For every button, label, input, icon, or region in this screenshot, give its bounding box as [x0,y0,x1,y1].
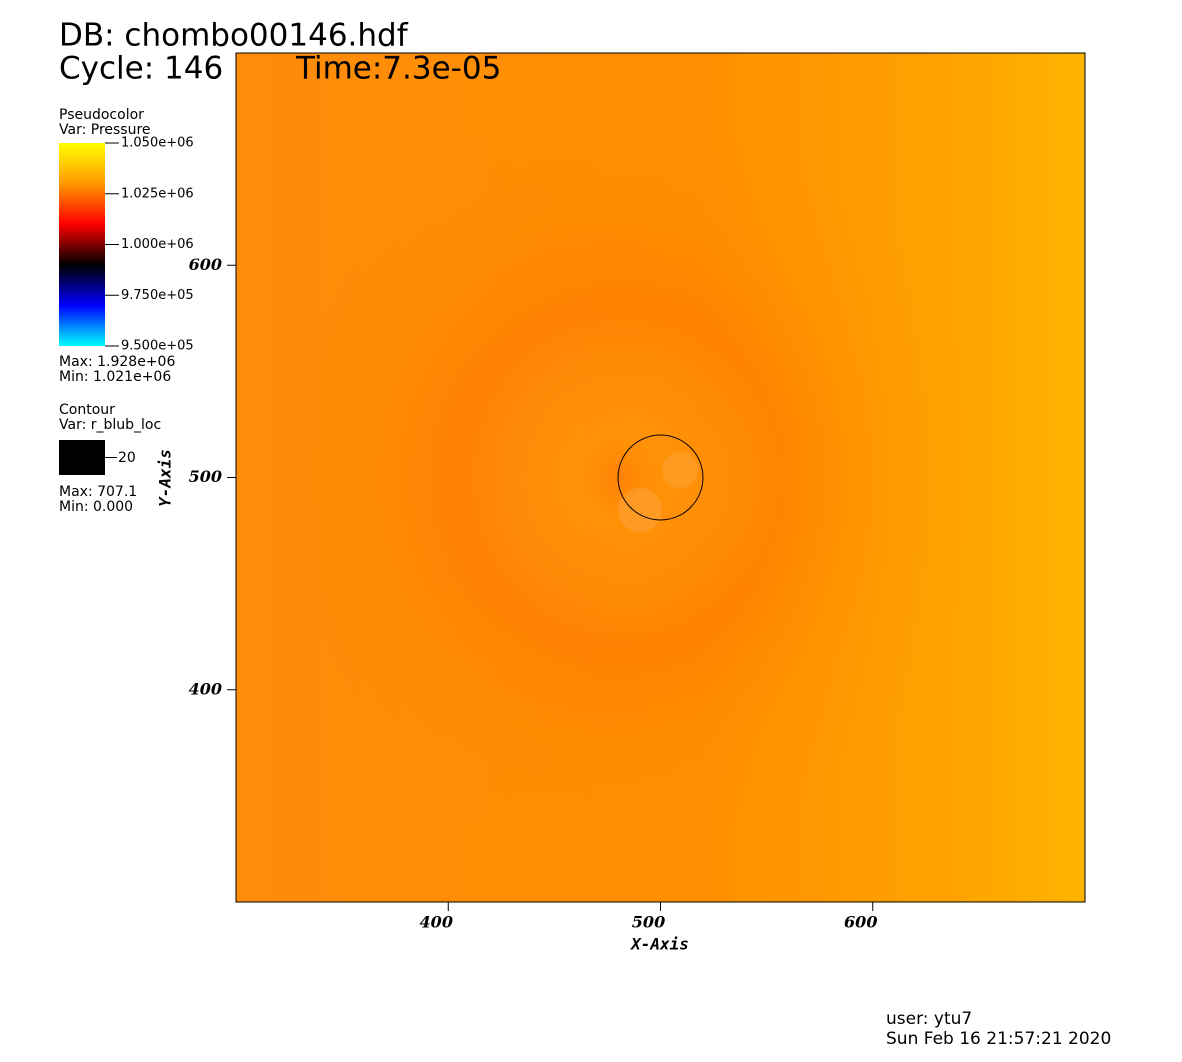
colorbar-tick-label: 1.000e+06 [121,237,194,252]
x-tick-label: 600 [844,913,877,932]
field [236,53,1085,902]
colorbar-tick-label: 9.750e+05 [121,288,194,303]
legend-var: Var: Pressure [59,122,151,138]
title: DB: chombo00146.hdf [59,18,409,54]
colorbar-tick-label: 9.500e+05 [121,339,194,354]
y-axis-label: Y-Axis [156,449,175,507]
contour-title: Contour [59,402,115,418]
colorbar-tick-label: 1.050e+06 [121,136,194,151]
field-shade [260,98,980,858]
x-tick-label: 400 [420,913,453,932]
colorbar [59,143,105,346]
contour-swatch [59,440,105,475]
legend-max: Max: 1.928e+06 [59,354,175,370]
y-tick-label: 400 [189,679,222,698]
y-tick-label: 500 [189,467,222,486]
time: Time:7.3e-05 [295,51,501,87]
contour-min: Min: 0.000 [59,499,133,515]
x-tick-label: 500 [632,913,665,932]
contour-line [617,434,704,521]
field-blob [618,488,662,532]
contour-level-label: 20 [118,450,136,466]
colorbar-tick-label: 1.025e+06 [121,186,194,201]
legend-title: Pseudocolor [59,107,144,123]
user: user: ytu7 [886,1009,972,1029]
contour-var: Var: r_blub_loc [59,417,161,433]
cycle: Cycle: 146 [59,51,223,87]
contour-max: Max: 707.1 [59,484,137,500]
date: Sun Feb 16 21:57:21 2020 [886,1029,1111,1049]
x-axis-label: X-Axis [629,935,689,954]
legend-min: Min: 1.021e+06 [59,369,171,385]
y-tick-label: 600 [189,255,222,274]
field-blob [662,452,698,488]
